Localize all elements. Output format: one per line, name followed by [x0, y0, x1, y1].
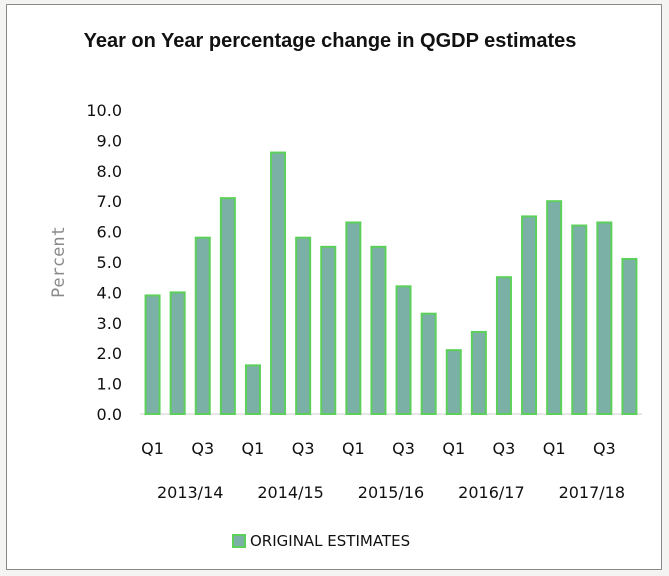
bar [169, 291, 186, 415]
bar [144, 294, 161, 415]
x-tick-label: Q3 [191, 439, 214, 458]
y-axis-label: Percent [49, 226, 69, 298]
y-tick-label: 8.0 [97, 162, 122, 181]
legend: ORIGINAL ESTIMATES [232, 530, 410, 552]
bar [470, 330, 487, 416]
y-tick-label: 4.0 [97, 283, 122, 302]
bar [295, 236, 312, 415]
bar [219, 197, 236, 415]
x-tick-label: Q1 [242, 439, 265, 458]
bar [521, 215, 538, 415]
y-tick-label: 5.0 [97, 253, 122, 272]
y-tick-label: 1.0 [97, 375, 122, 394]
bar [495, 276, 512, 416]
y-tick-label: 2.0 [97, 344, 122, 363]
chart-title: Year on Year percentage change in QGDP e… [83, 30, 577, 52]
bar [621, 257, 638, 415]
x-tick-label: Q3 [292, 439, 315, 458]
x-tick-label: Q3 [493, 439, 516, 458]
bar [244, 364, 261, 415]
bar [370, 245, 387, 415]
x-tick-label: Q1 [543, 439, 566, 458]
bar [320, 245, 337, 415]
x-tick-label: Q3 [392, 439, 415, 458]
bar [420, 312, 437, 415]
x-group-label: 2015/16 [358, 483, 424, 502]
bars [144, 151, 638, 416]
x-group-label: 2014/15 [257, 483, 323, 502]
bar [546, 200, 563, 415]
bar [270, 151, 287, 415]
y-tick-label: 10.0 [86, 101, 122, 120]
legend-label: ORIGINAL ESTIMATES [250, 532, 411, 550]
bar [194, 236, 211, 415]
y-tick-label: 9.0 [97, 131, 122, 150]
x-tick-labels: Q1 Q3 Q1 Q3 Q1 Q3 Q1 Q3 Q1 Q3 [141, 439, 616, 458]
bar [345, 221, 362, 415]
bar [395, 285, 412, 416]
x-group-label: 2017/18 [559, 483, 625, 502]
legend-swatch [232, 534, 246, 548]
bar [571, 224, 588, 415]
x-group-labels: 2013/14 2014/15 2015/16 2016/17 2017/18 [157, 483, 625, 502]
y-tick-label: 6.0 [97, 223, 122, 242]
x-tick-label: Q1 [342, 439, 365, 458]
y-tick-label: 7.0 [97, 192, 122, 211]
x-group-label: 2016/17 [458, 483, 524, 502]
x-tick-label: Q3 [593, 439, 616, 458]
x-tick-label: Q1 [141, 439, 164, 458]
bar [445, 349, 462, 416]
bar [596, 221, 613, 415]
x-tick-label: Q1 [442, 439, 465, 458]
x-group-label: 2013/14 [157, 483, 223, 502]
y-tick-label: 3.0 [97, 314, 122, 333]
y-tick-labels: 10.0 9.0 8.0 7.0 6.0 5.0 4.0 3.0 2.0 1.0 0.0 [86, 101, 122, 424]
y-tick-label: 0.0 [97, 405, 122, 424]
